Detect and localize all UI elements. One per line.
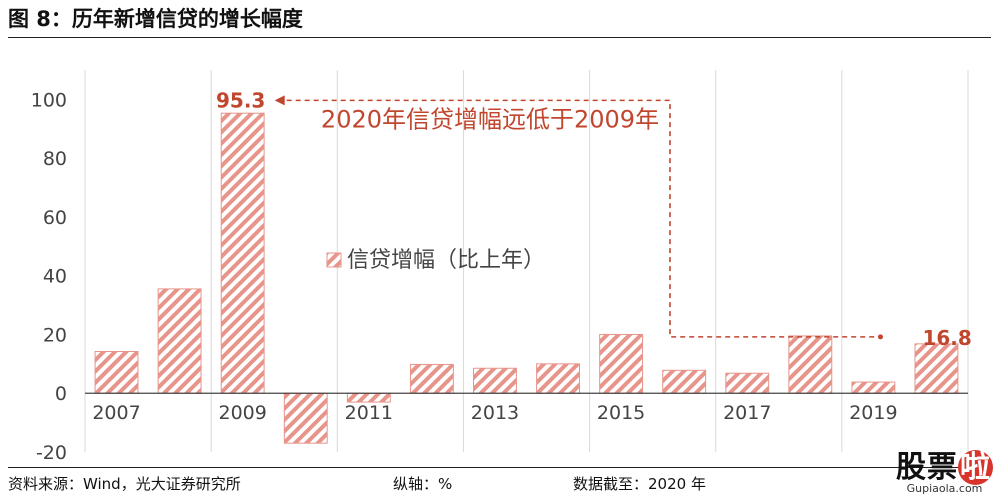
watermark-accent: 啦	[958, 450, 993, 485]
bar-2019	[851, 381, 896, 394]
legend-swatch	[326, 252, 342, 268]
data-label-2020: 16.8	[922, 326, 971, 350]
bar-2012	[409, 363, 454, 394]
bar-2013	[473, 367, 517, 394]
bar-2011	[346, 392, 391, 403]
data-label-2009: 95.3	[216, 88, 265, 112]
y-tick-label: 0	[55, 383, 67, 405]
y-tick-label: 40	[43, 266, 67, 288]
data-date-note: 数据截至：2020 年	[573, 475, 706, 493]
bar-2014	[536, 363, 580, 394]
bars	[94, 112, 959, 444]
watermark-main: 股票	[896, 450, 958, 485]
watermark-logo: 股票啦 Gupiaola.com	[896, 442, 993, 495]
x-tick-label: 2013	[471, 402, 519, 424]
x-tick-label: 2017	[723, 402, 771, 424]
labels: 2020年信贷增幅远低于2009年 95.3 16.8 信贷增幅（比上年）	[216, 88, 972, 349]
y-tick-label: 60	[43, 207, 67, 229]
bar-2015	[599, 333, 644, 394]
bar-2018	[788, 335, 833, 394]
annotation-connector	[286, 99, 877, 338]
watermark-url: Gupiaola.com	[906, 482, 983, 495]
x-tick-label: 2011	[345, 402, 393, 424]
y-tick-label: -20	[36, 442, 67, 464]
title-rule	[8, 37, 991, 38]
source-note: 资料来源：Wind，光大证券研究所	[8, 475, 241, 493]
footer-rule	[8, 467, 991, 468]
axis-unit-note: 纵轴：%	[393, 475, 453, 493]
x-tick-label: 2019	[849, 402, 897, 424]
bar-2010	[283, 392, 328, 444]
annotation-dot	[877, 334, 883, 340]
bar-2020	[914, 343, 959, 394]
axes: -20 0 20 40 60 80 100 2007 2009 2011 2013 2015 2017 2…	[31, 89, 968, 464]
bar-2016	[662, 369, 707, 394]
bar-2007	[94, 351, 139, 394]
legend: 信贷增幅（比上年）	[326, 248, 545, 273]
legend-label: 信贷增幅（比上年）	[347, 248, 545, 273]
x-tick-label: 2009	[218, 402, 266, 424]
bar-chart: -20 0 20 40 60 80 100 2007 2009 2011 2013 2015 2017 2…	[31, 70, 972, 464]
annotation-arrowhead	[274, 95, 285, 106]
x-tick-label: 2007	[92, 402, 140, 424]
y-tick-label: 100	[31, 89, 67, 111]
x-tick-label: 2015	[597, 402, 645, 424]
figure-title: 图 8：历年新增信贷的增长幅度	[8, 7, 303, 31]
bar-2009	[220, 112, 265, 394]
bar-2017	[725, 372, 770, 394]
y-tick-label: 80	[43, 148, 67, 170]
bar-2008	[157, 288, 202, 394]
gridlines	[84, 70, 969, 452]
annotation-text: 2020年信贷增幅远低于2009年	[321, 105, 659, 133]
y-tick-label: 20	[43, 324, 67, 346]
